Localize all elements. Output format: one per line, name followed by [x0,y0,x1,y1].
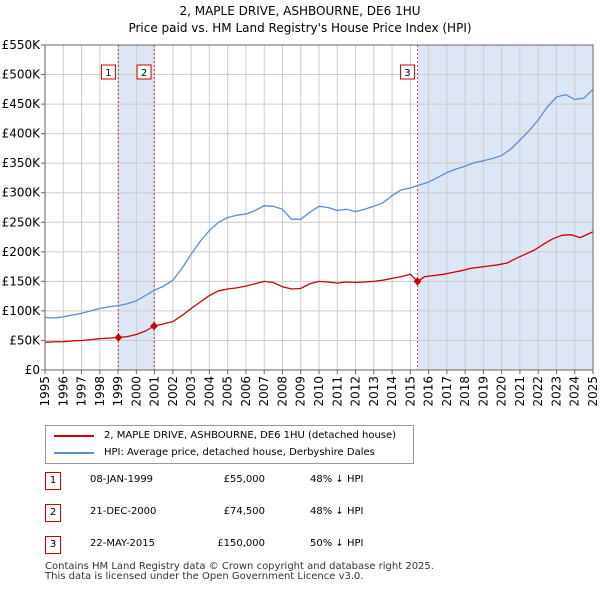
x-tick-label: 2021 [513,376,527,407]
x-tick-label: 2019 [476,376,490,407]
y-tick-label: £400K [2,127,42,141]
sale-date-lines: 1 2 3 [100,45,418,370]
x-tick-label: 2010 [312,376,326,407]
x-tick-label: 2020 [495,376,509,407]
x-tick-label: 2014 [385,376,399,407]
shade-sale-3-to-end [417,45,593,370]
x-tick-label: 1997 [75,376,89,407]
x-tick-label: 1995 [38,376,52,407]
x-tick-label: 2024 [568,376,582,407]
y-tick-label: £350K [2,156,42,170]
chart-title-main: 2, MAPLE DRIVE, ASHBOURNE, DE6 1HU [179,4,421,18]
sale-markers [114,277,422,342]
chart-legend: 2, MAPLE DRIVE, ASHBOURNE, DE6 1HU (deta… [45,425,414,464]
y-tick-label: £200K [2,245,42,259]
legend-swatch-property [54,435,94,437]
sale-label-number: 2 [141,68,147,79]
x-tick-label: 2004 [202,376,216,407]
legend-label-hpi: HPI: Average price, detached house, Derb… [104,447,375,458]
y-tick-label: £150K [2,274,42,288]
sale-price: £150,000 [217,538,265,549]
x-tick-label: 2008 [275,376,289,407]
sale-hpi-diff: 48% ↓ HPI [310,506,364,517]
x-tick-label: 2000 [129,376,143,407]
x-tick-label: 1996 [56,376,70,407]
sale-price: £55,000 [223,474,265,485]
sale-label-number: 3 [404,68,410,79]
x-tick-label: 2009 [294,376,308,407]
sale-price: £74,500 [223,506,265,517]
x-tick-label: 2006 [239,376,253,407]
y-tick-label: £300K [2,186,42,200]
y-tick-label: £250K [2,215,42,229]
y-tick-label: £450K [2,97,42,111]
sale-date: 21-DEC-2000 [90,506,157,517]
x-tick-label: 2007 [257,376,271,407]
chart-subtitle: Price paid vs. HM Land Registry's House … [128,21,472,35]
price-chart: 1 2 3 £0 £50K £100K £150K £200K £250K £300K £350K… [2,38,600,407]
y-tick-label: £500K [2,68,42,82]
sale-marker [114,333,123,342]
y-tick-label: £50K [9,333,41,347]
sale-marker [150,321,159,330]
chart-axes: £0 £50K £100K £150K £200K £250K £300K £350K £400… [2,38,600,407]
series-line-hpi [44,88,594,319]
footer-line-copyright: Contains HM Land Registry data © Crown c… [45,561,434,572]
sale-date: 22-MAY-2015 [90,538,156,549]
y-tick-label: £0 [25,363,40,377]
legend-label-property: 2, MAPLE DRIVE, ASHBOURNE, DE6 1HU (deta… [104,430,397,441]
sale-date: 08-JAN-1999 [90,474,154,485]
x-tick-label: 2002 [166,376,180,407]
x-tick-label: 2005 [221,376,235,407]
series-line-property [44,231,594,343]
sale-number-badge: 3 [45,536,61,554]
sale-row: 1 08-JAN-1999 £55,000 48% ↓ HPI [45,472,405,490]
sale-row: 2 21-DEC-2000 £74,500 48% ↓ HPI [45,504,405,522]
sale-number-badge: 1 [45,472,61,490]
x-tick-label: 2023 [549,376,563,407]
x-tick-label: 1998 [93,376,107,407]
footer-line-licence: This data is licensed under the Open Gov… [45,571,364,582]
y-tick-label: £550K [2,38,42,52]
x-tick-label: 2001 [148,376,162,407]
sale-label-box [399,64,415,80]
sale-marker [413,277,422,286]
legend-swatch-hpi [54,452,94,454]
footer-attribution: Contains HM Land Registry data © Crown c… [45,562,434,582]
x-tick-label: 2003 [184,376,198,407]
chart-series [44,88,594,343]
sale-label-box [136,64,152,80]
x-tick-label: 2011 [330,376,344,407]
x-tick-label: 2012 [349,376,363,407]
x-tick-label: 2017 [440,376,454,407]
y-tick-label: £100K [2,304,42,318]
x-tick-label: 1999 [111,376,125,407]
sale-hpi-diff: 50% ↓ HPI [310,538,364,549]
x-tick-label: 2022 [531,376,545,407]
sale-label-box [100,64,116,80]
x-tick-label: 2013 [367,376,381,407]
chart-title: 2, MAPLE DRIVE, ASHBOURNE, DE6 1HU Price… [0,3,600,37]
x-tick-label: 2015 [403,376,417,407]
x-tick-label: 2025 [586,376,600,407]
x-tick-label: 2018 [458,376,472,407]
sale-label-number: 1 [105,68,111,79]
sale-row: 3 22-MAY-2015 £150,000 50% ↓ HPI [45,536,405,554]
x-tick-label: 2016 [422,376,436,407]
sale-number-badge: 2 [45,504,61,522]
sale-hpi-diff: 48% ↓ HPI [310,474,364,485]
